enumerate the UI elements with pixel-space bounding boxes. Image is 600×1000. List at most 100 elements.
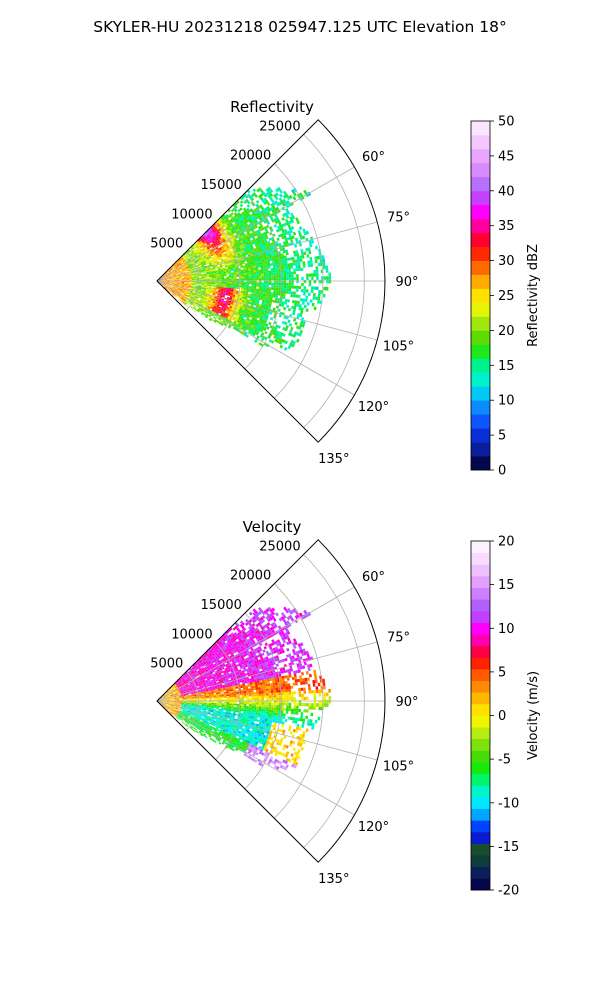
colorbar-swatch: [471, 541, 490, 554]
colorbar-tick-label: -10: [498, 796, 519, 811]
colorbar-swatch: [471, 599, 490, 612]
azimuth-tick-label: 105°: [383, 340, 414, 355]
colorbar-swatch: [471, 232, 490, 248]
sector-frame: [156, 539, 386, 863]
colorbar-swatch: [471, 260, 490, 275]
colorbar-swatch: [471, 428, 490, 443]
velocity-panel: Velocity 5000 10000 15000 20000 25000 60° 75° 9…: [150, 518, 541, 899]
colorbar-swatch: [471, 575, 490, 588]
reflectivity-title: Reflectivity: [230, 98, 314, 116]
colorbar-tick-label: 15: [498, 359, 515, 374]
colorbar-tick-label: 20: [498, 324, 515, 339]
azimuth-gridline: [156, 586, 355, 702]
azimuth-tick-label: 75°: [387, 630, 410, 645]
colorbar-swatch: [471, 218, 490, 234]
reflectivity-colorbar: 0 5 10 15 20 25 30 35 40 45 50 Reflectivity dBZ: [470, 115, 541, 479]
colorbar-tick-label: 5: [498, 665, 506, 680]
colorbar-swatch: [471, 358, 490, 373]
range-tick-label: 10000: [171, 627, 212, 642]
azimuth-tick-label: 120°: [358, 820, 389, 835]
colorbar-swatch: [471, 878, 490, 891]
colorbar-swatch: [471, 246, 490, 261]
colorbar-swatch: [471, 645, 490, 658]
colorbar-swatch: [471, 372, 490, 387]
colorbar-swatch: [471, 692, 490, 705]
colorbar-tick-label: -5: [498, 753, 511, 768]
azimuth-tick-label: 135°: [318, 872, 349, 887]
colorbar-swatch: [471, 657, 490, 670]
figure-suptitle: SKYLER-HU 20231218 025947.125 UTC Elevat…: [93, 18, 507, 36]
colorbar-swatch: [471, 386, 490, 401]
colorbar-tick-label: -20: [498, 884, 519, 899]
colorbar-tick-label: 10: [498, 394, 515, 409]
colorbar-swatch: [471, 634, 490, 647]
colorbar-swatch: [471, 785, 490, 798]
colorbar-tick-label: 20: [498, 535, 515, 550]
colorbar-swatch: [471, 552, 490, 565]
azimuth-tick-label: 135°: [318, 452, 349, 467]
colorbar-swatch: [471, 414, 490, 429]
colorbar-swatch: [471, 564, 490, 577]
colorbar-swatch: [471, 866, 490, 879]
colorbar-swatch: [471, 622, 490, 635]
colorbar-swatch: [471, 121, 490, 136]
range-tick-label: 20000: [230, 569, 271, 584]
colorbar-swatch: [471, 738, 490, 751]
colorbar-swatch: [471, 773, 490, 786]
colorbar-tick-label: 10: [498, 622, 515, 637]
colorbar-swatch: [471, 715, 490, 728]
range-tick-label: 5000: [150, 237, 183, 252]
colorbar-tick-label: -15: [498, 840, 519, 855]
colorbar-tick-label: 45: [498, 149, 515, 164]
colorbar-swatch: [471, 587, 490, 600]
colorbar-tick-label: 50: [498, 115, 515, 130]
colorbar-swatch: [471, 796, 490, 809]
colorbar-tick-label: 40: [498, 184, 515, 199]
colorbar-swatch: [471, 400, 490, 415]
azimuth-gridline: [156, 280, 355, 396]
colorbar-tick-label: 5: [498, 429, 506, 444]
reflectivity-sector: 5000 10000 15000 20000 25000 60° 75° 90° 105° 120…: [150, 119, 419, 467]
azimuth-tick-label: 75°: [387, 210, 410, 225]
colorbar-tick-label: 15: [498, 578, 515, 593]
colorbar-swatch: [471, 727, 490, 740]
colorbar-swatch: [471, 703, 490, 716]
colorbar-swatch: [471, 808, 490, 821]
colorbar-swatch: [471, 668, 490, 681]
azimuth-tick-label: 90°: [395, 695, 418, 710]
colorbar-swatch: [471, 274, 490, 289]
colorbar-tick-label: 30: [498, 254, 515, 269]
range-tick-label: 10000: [171, 207, 212, 222]
colorbar-swatch: [471, 843, 490, 856]
azimuth-tick-label: 90°: [395, 275, 418, 290]
colorbar-tick-label: 0: [498, 709, 506, 724]
sector-frame: [156, 119, 386, 443]
azimuth-gridline: [156, 700, 378, 761]
azimuth-gridline: [156, 221, 378, 282]
colorbar-swatch: [471, 456, 490, 471]
azimuth-tick-label: 105°: [383, 760, 414, 775]
velocity-sector: 5000 10000 15000 20000 25000 60° 75° 90° 105° 120…: [150, 539, 419, 887]
colorbar-swatch: [471, 330, 490, 345]
colorbar-swatch: [471, 820, 490, 833]
colorbar-swatch: [471, 442, 490, 457]
colorbar-swatch: [471, 680, 490, 693]
colorbar-tick-label: 0: [498, 464, 506, 479]
colorbar-label: Velocity (m/s): [526, 671, 541, 760]
azimuth-gridline: [156, 700, 355, 816]
range-tick-label: 25000: [259, 119, 300, 134]
colorbar-swatch: [471, 302, 490, 317]
range-tick-label: 15000: [201, 598, 242, 613]
colorbar-swatch: [471, 610, 490, 623]
velocity-colorbar: -20 -15 -10 -5 0 5 10 15 20 Velocity (m/s): [470, 535, 541, 899]
range-tick-label: 25000: [259, 539, 300, 554]
azimuth-gridline: [156, 641, 378, 702]
azimuth-tick-label: 60°: [362, 570, 385, 585]
colorbar-swatch: [471, 162, 490, 178]
colorbar-swatch: [471, 204, 490, 220]
colorbar-swatch: [471, 750, 490, 763]
colorbar-swatch: [471, 855, 490, 868]
azimuth-tick-label: 120°: [358, 400, 389, 415]
colorbar-swatch: [471, 762, 490, 775]
